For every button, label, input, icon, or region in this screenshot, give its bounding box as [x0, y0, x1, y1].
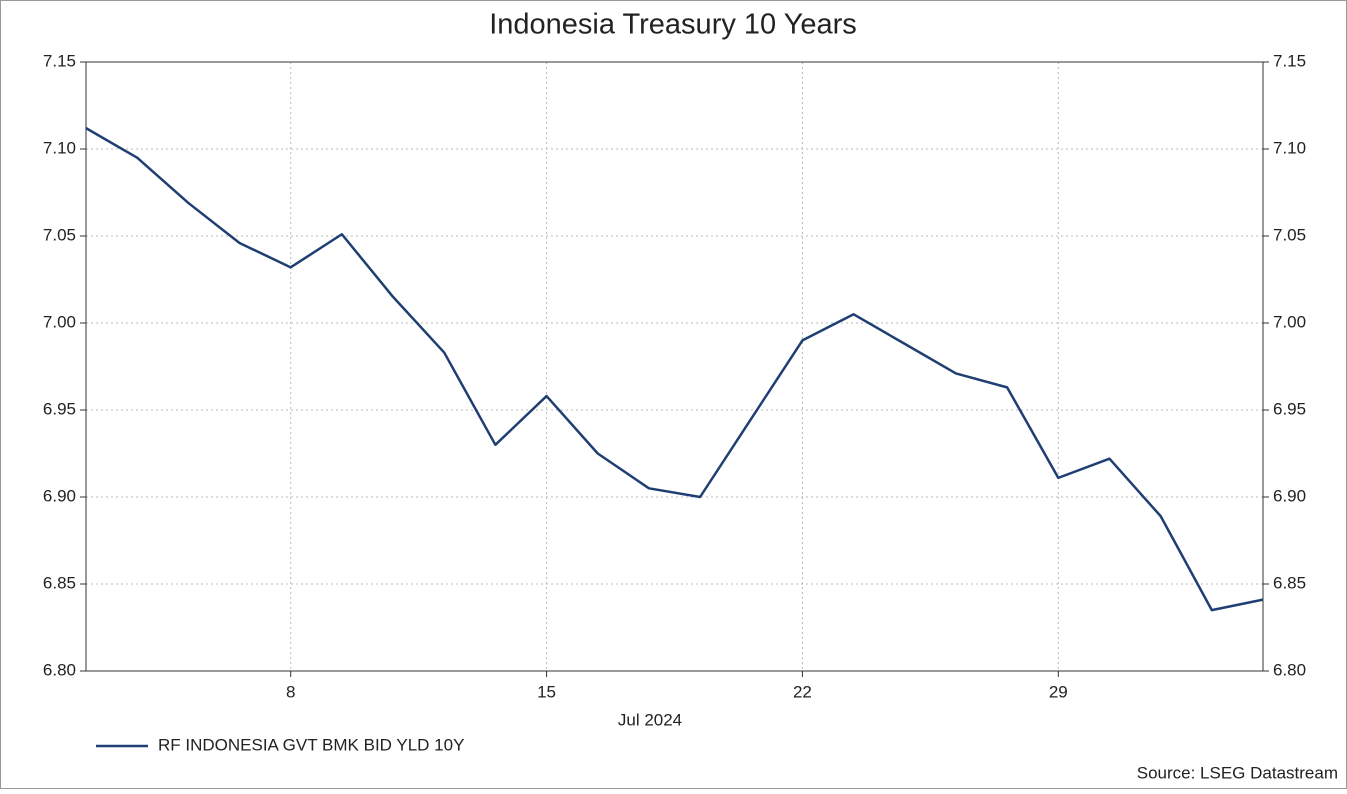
- y2-tick-label: 6.90: [1273, 486, 1306, 505]
- y-tick-label: 7.00: [43, 312, 76, 331]
- line-series: [85, 127, 1264, 612]
- y2-tick-label: 7.05: [1273, 225, 1306, 244]
- chart-title: Indonesia Treasury 10 Years: [489, 9, 857, 41]
- x-tick-label: 15: [537, 682, 556, 701]
- y2-tick-label: 7.00: [1273, 312, 1306, 331]
- y-tick-label: 6.90: [43, 486, 76, 505]
- y2-tick-label: 6.80: [1273, 660, 1306, 679]
- x-tick-label: 29: [1049, 682, 1068, 701]
- y2-tick-label: 6.95: [1273, 399, 1306, 418]
- y-tick-label: 6.95: [43, 399, 76, 418]
- source-note: Source: LSEG Datastream: [1137, 763, 1338, 782]
- y2-tick-label: 7.15: [1273, 51, 1306, 70]
- y-tick-label: 6.85: [43, 573, 76, 592]
- x-tick-label: 8: [286, 682, 295, 701]
- plot-border: [85, 61, 1264, 672]
- x-axis-label: Jul 2024: [618, 710, 682, 729]
- y-tick-label: 7.15: [43, 51, 76, 70]
- legend-label: RF INDONESIA GVT BMK BID YLD 10Y: [158, 735, 464, 754]
- y-tick-label: 6.80: [43, 660, 76, 679]
- x-tick-label: 22: [793, 682, 812, 701]
- y-tick-label: 7.05: [43, 225, 76, 244]
- y-tick-label: 7.10: [43, 138, 76, 157]
- y2-tick-label: 7.10: [1273, 138, 1306, 157]
- y2-tick-label: 6.85: [1273, 573, 1306, 592]
